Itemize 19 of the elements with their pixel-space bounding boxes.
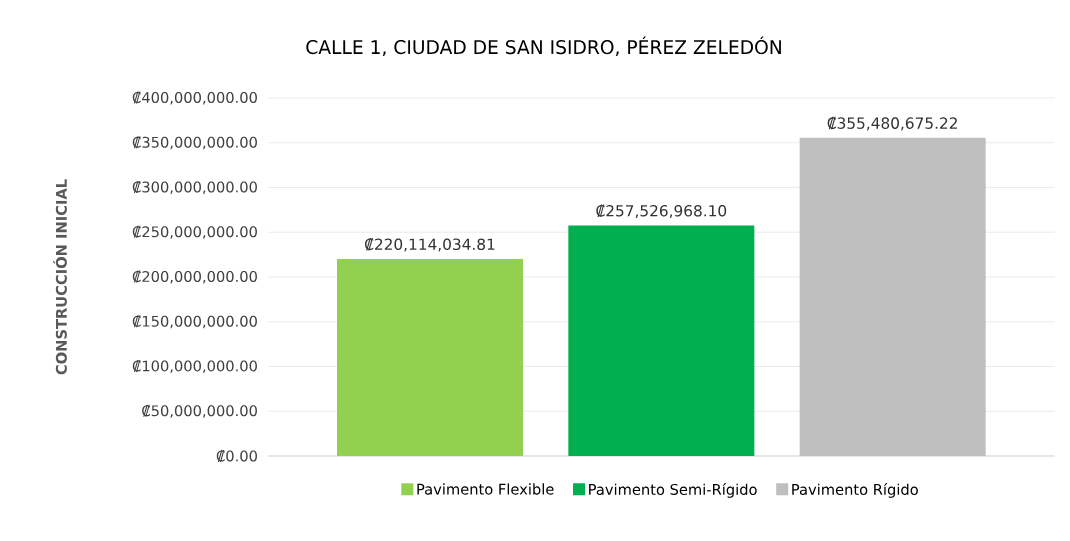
chart-title: CALLE 1, CIUDAD DE SAN ISIDRO, PÉREZ ZELEDÓN: [306, 36, 781, 57]
y-tick-label: ₡400,000,000.00: [132, 91, 257, 105]
bar: [337, 258, 524, 456]
data-label: ₡220,114,034.81: [365, 237, 495, 252]
y-tick-label: ₡0.00: [216, 449, 257, 463]
y-tick-label: ₡250,000,000.00: [132, 225, 257, 239]
y-tick-label: ₡150,000,000.00: [132, 315, 257, 329]
y-tick-label: ₡50,000,000.00: [142, 404, 257, 418]
bar: [568, 225, 755, 456]
legend-label: Pavimento Rígido: [792, 483, 918, 498]
y-tick-label: ₡300,000,000.00: [132, 180, 257, 195]
legend-label: Pavimento Semi-Rígido: [589, 483, 757, 498]
data-label: ₡355,480,675.22: [827, 116, 957, 131]
y-axis-title: CONSTRUCCIÓN INICIAL: [53, 179, 67, 375]
legend-label: Pavimento Flexible: [417, 483, 554, 495]
y-tick-label: ₡350,000,000.00: [132, 136, 257, 150]
y-tick-label: ₡200,000,000.00: [132, 270, 257, 284]
data-label: ₡257,526,968.10: [596, 204, 727, 219]
y-tick-label: ₡100,000,000.00: [132, 359, 257, 374]
